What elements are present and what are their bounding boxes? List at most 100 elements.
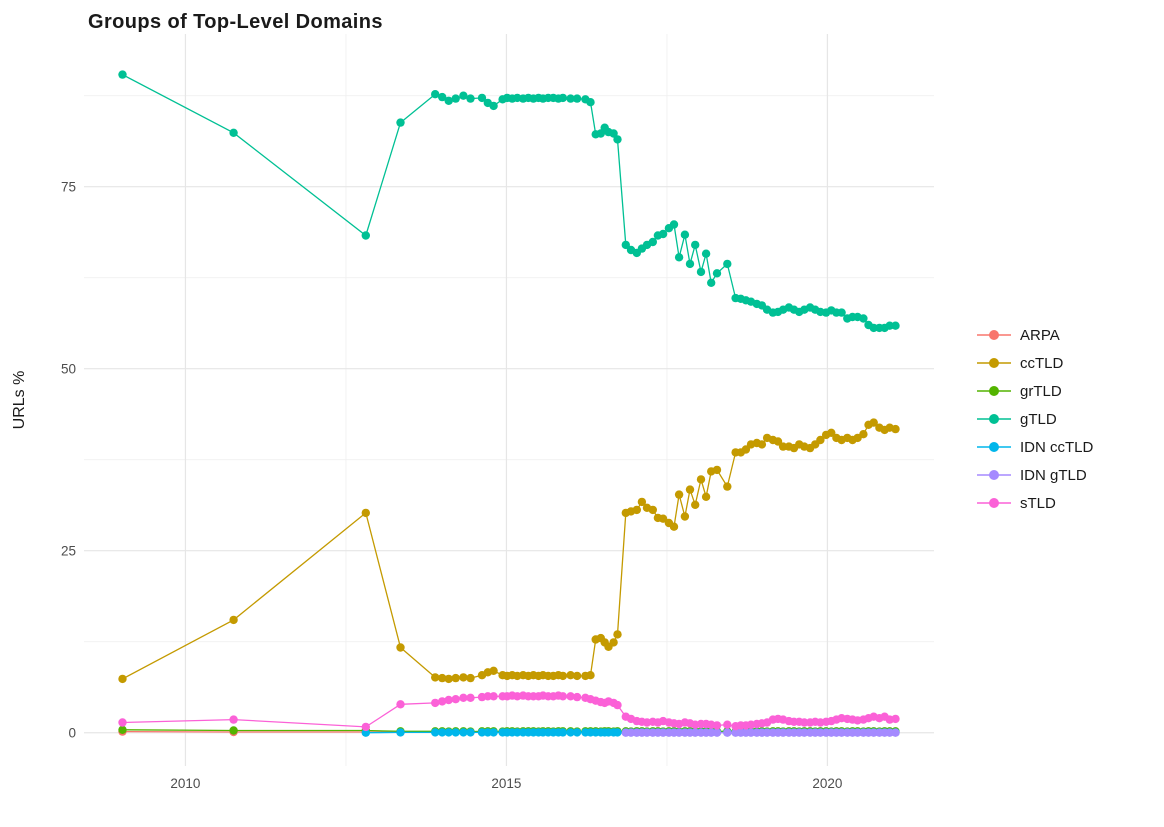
data-point xyxy=(572,671,582,681)
data-point xyxy=(566,94,575,103)
data-point xyxy=(451,728,460,737)
series-line xyxy=(122,730,401,733)
data-point xyxy=(669,522,679,531)
data-point xyxy=(701,249,711,258)
data-point xyxy=(558,728,568,737)
data-point xyxy=(723,728,732,737)
data-point xyxy=(723,482,732,491)
legend-label: IDN gTLD xyxy=(1020,467,1087,484)
data-point xyxy=(477,728,487,737)
y-tick-label: 25 xyxy=(61,544,76,559)
data-point xyxy=(558,93,568,103)
data-point xyxy=(361,508,370,518)
data-point xyxy=(466,728,475,737)
data-point xyxy=(685,485,695,494)
data-point xyxy=(566,728,575,737)
legend-key-point xyxy=(989,498,999,508)
data-point xyxy=(572,728,582,737)
series-gTLD xyxy=(118,70,900,333)
legend-label: gTLD xyxy=(1020,411,1057,428)
data-point xyxy=(361,722,370,732)
data-point xyxy=(741,445,751,454)
data-point xyxy=(800,728,809,737)
legend-key-point xyxy=(989,358,999,368)
data-point xyxy=(674,253,684,262)
data-point xyxy=(586,671,595,680)
data-point xyxy=(885,728,894,737)
data-point xyxy=(466,94,475,103)
data-point xyxy=(489,692,498,701)
data-point xyxy=(800,718,809,727)
data-point xyxy=(558,671,568,681)
data-point xyxy=(118,674,127,684)
data-point xyxy=(396,118,405,127)
data-point xyxy=(891,321,900,330)
y-tick-label: 0 xyxy=(68,726,76,741)
data-point xyxy=(701,492,711,501)
data-point xyxy=(451,94,460,103)
data-point xyxy=(746,728,756,737)
data-point xyxy=(459,728,468,737)
data-point xyxy=(658,728,668,737)
data-point xyxy=(712,269,722,278)
x-axis-tick-labels: 2010 2015 2020 xyxy=(170,776,842,791)
data-point xyxy=(229,615,238,625)
series-layer xyxy=(118,70,900,737)
data-point xyxy=(459,673,468,682)
data-point xyxy=(648,505,657,515)
data-point xyxy=(613,135,622,144)
data-point xyxy=(691,240,700,250)
data-point xyxy=(891,424,900,434)
data-point xyxy=(566,692,575,701)
data-point xyxy=(642,728,652,737)
data-point xyxy=(778,728,788,737)
legend-key-point xyxy=(989,414,999,424)
data-point xyxy=(431,698,440,708)
legend-item-IDN-ccTLD: IDN ccTLD xyxy=(977,439,1094,456)
data-point xyxy=(431,728,440,737)
data-point xyxy=(451,695,460,704)
data-point xyxy=(438,673,447,683)
data-point xyxy=(489,728,498,737)
x-tick-label: 2020 xyxy=(812,776,842,791)
data-point xyxy=(572,692,582,702)
data-point xyxy=(712,465,722,475)
x-tick-label: 2010 xyxy=(170,776,200,791)
data-point xyxy=(451,673,460,683)
data-point xyxy=(696,475,706,484)
chart-title: Groups of Top-Level Domains xyxy=(88,11,383,33)
data-point xyxy=(712,728,722,737)
data-point xyxy=(853,728,862,737)
series-ccTLD xyxy=(118,418,900,684)
data-point xyxy=(707,278,716,287)
data-point xyxy=(459,91,468,100)
data-point xyxy=(513,728,522,737)
data-point xyxy=(685,259,695,269)
data-point xyxy=(438,92,447,102)
data-point xyxy=(674,490,684,499)
data-point xyxy=(477,93,487,103)
data-point xyxy=(118,70,127,79)
legend-label: ARPA xyxy=(1020,327,1060,344)
legend-item-IDN-gTLD: IDN gTLD xyxy=(977,467,1087,484)
legend-item-ccTLD: ccTLD xyxy=(977,355,1064,372)
data-point xyxy=(816,435,825,445)
data-point xyxy=(444,695,453,705)
data-point xyxy=(626,728,636,737)
legend-item-gTLD: gTLD xyxy=(977,411,1057,428)
data-point xyxy=(438,728,447,737)
data-point xyxy=(431,673,440,682)
y-tick-label: 75 xyxy=(61,179,76,194)
legend-label: sTLD xyxy=(1020,495,1056,512)
data-point xyxy=(691,500,700,509)
series-IDN-gTLD xyxy=(621,728,900,737)
data-point xyxy=(613,630,622,639)
legend-item-ARPA: ARPA xyxy=(977,327,1060,344)
y-axis-label: URLs % xyxy=(11,371,28,430)
data-point xyxy=(444,96,453,106)
data-point xyxy=(723,259,732,269)
legend-key-point xyxy=(989,386,999,396)
data-point xyxy=(431,90,440,99)
